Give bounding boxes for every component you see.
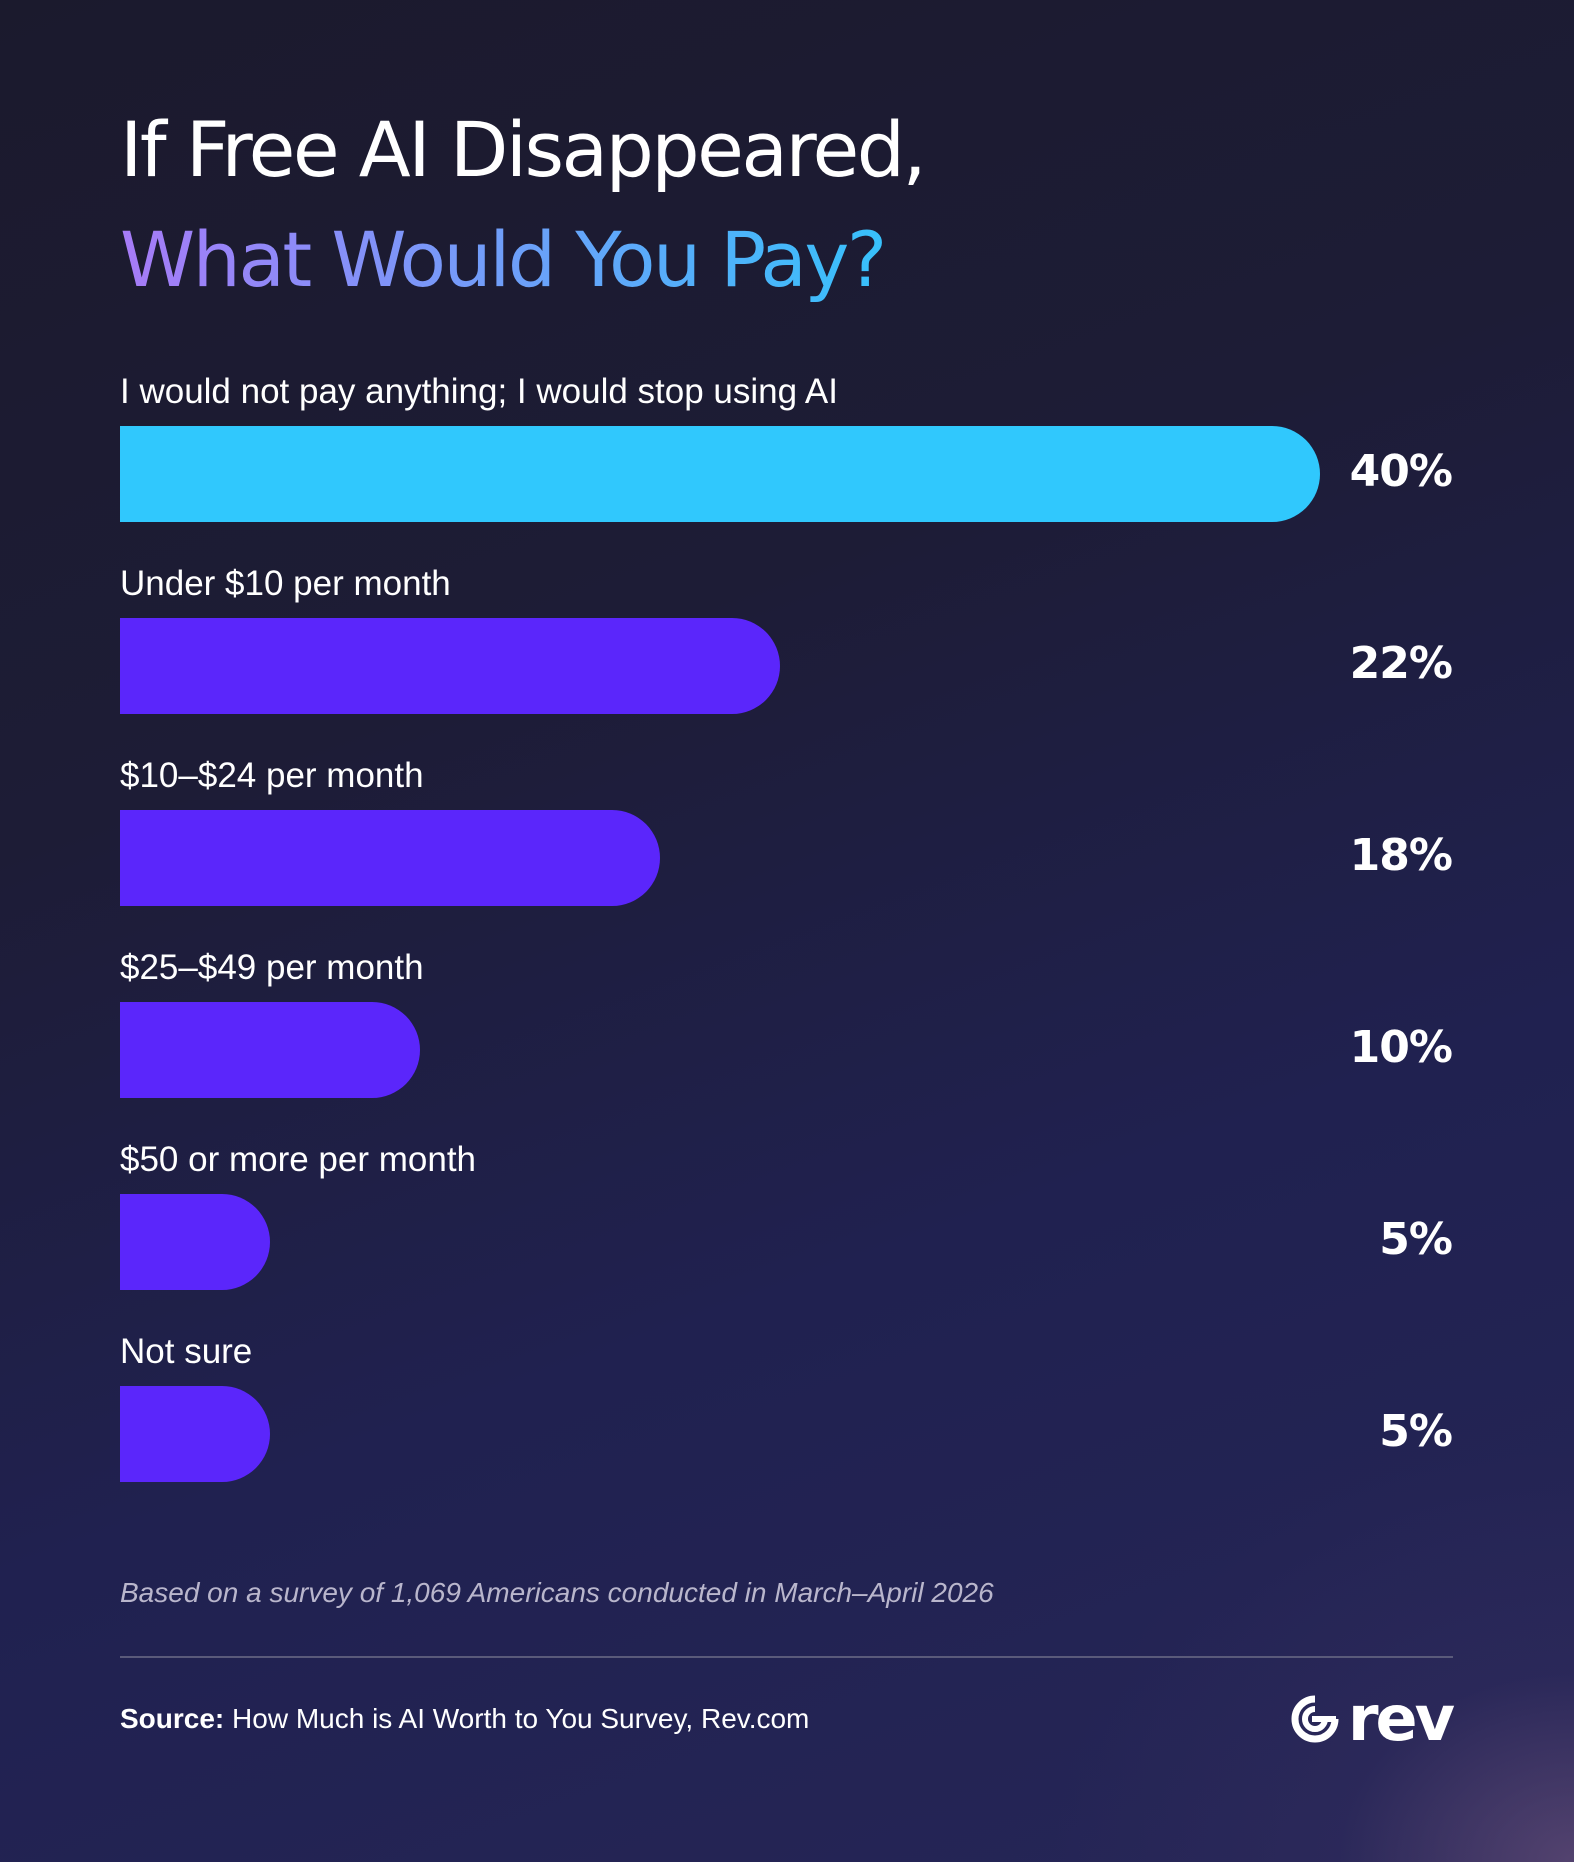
rev-wordmark: rev [1347,1682,1455,1755]
survey-footnote: Based on a survey of 1,069 Americans con… [120,1577,994,1608]
source-prefix: Source: [120,1703,225,1734]
bar-1 [120,618,780,714]
rev-logo-icon [1291,1695,1339,1743]
bar-2 [120,810,660,906]
rev-logo: rev [1290,1682,1455,1755]
category-label: I would not pay anything; I would stop u… [120,372,838,411]
category-label: Under $10 per month [120,564,451,603]
source-text: How Much is AI Worth to You Survey, Rev.… [224,1703,810,1734]
bar-4 [120,1194,270,1290]
footer-divider [120,1656,1453,1658]
bar-3 [120,1002,420,1098]
category-label: $50 or more per month [120,1140,477,1179]
chart-title-line-2: What Would You Pay? [120,215,887,304]
chart-title-line-1: If Free AI Disappeared, [120,105,927,194]
category-label: $25–$49 per month [120,948,424,987]
value-label: 18% [1349,830,1453,881]
value-label: 5% [1379,1406,1453,1457]
category-label: $10–$24 per month [120,756,424,795]
category-label: Not sure [120,1332,253,1371]
source-line: Source: How Much is AI Worth to You Surv… [120,1703,809,1735]
bar-0 [120,426,1320,522]
value-label: 10% [1349,1022,1453,1073]
value-label: 22% [1349,638,1453,689]
bar-5 [120,1386,270,1482]
value-label: 40% [1349,446,1453,497]
chart-title-line-2-text: What Would You Pay? [120,215,885,304]
value-label: 5% [1379,1214,1453,1265]
